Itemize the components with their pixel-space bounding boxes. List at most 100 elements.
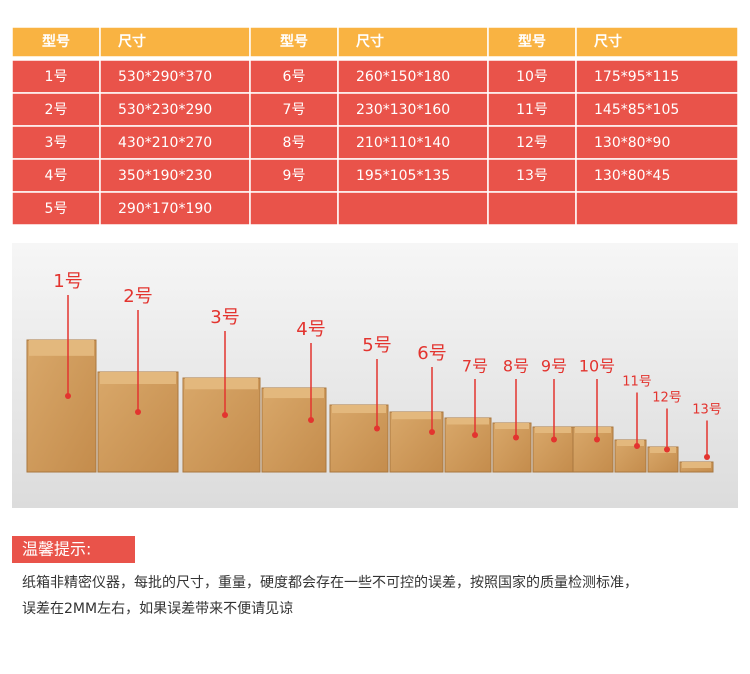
table-text: 430*210*270 (118, 135, 212, 151)
box-label: 1号 (53, 271, 82, 292)
label-dot (429, 429, 435, 435)
table-text: 230*130*160 (356, 102, 450, 118)
table-text: 530*230*290 (118, 102, 212, 118)
table-text: 4号 (45, 168, 68, 184)
label-dot (472, 432, 478, 438)
label-dot (551, 436, 557, 443)
table-text: 145*85*105 (594, 102, 679, 118)
table-cell (487, 92, 577, 127)
table-text: 1号 (45, 69, 68, 85)
box-top (617, 440, 644, 446)
table-text: 5号 (45, 201, 68, 217)
table-cell (575, 191, 739, 226)
table-header: 型号 (280, 33, 308, 50)
table-header: 尺寸 (594, 33, 622, 50)
box-top (535, 427, 571, 433)
box-label: 7号 (462, 357, 488, 376)
table-cell (249, 26, 339, 58)
box-label: 13号 (692, 403, 722, 418)
label-dot (308, 417, 314, 423)
table-cell (575, 92, 739, 127)
label-dot (222, 412, 228, 418)
table-text: 13号 (516, 168, 548, 184)
table-text: 350*190*230 (118, 168, 212, 184)
box-top (264, 388, 324, 399)
table-cell (249, 158, 339, 193)
table-text: 130*80*90 (594, 135, 670, 151)
table-cell (487, 158, 577, 193)
table-cell (575, 158, 739, 193)
table-text: 530*290*370 (118, 69, 212, 85)
box-label: 9号 (541, 357, 567, 376)
table-text: 195*105*135 (356, 168, 450, 184)
table-cell (337, 125, 489, 160)
label-dot (664, 446, 670, 453)
box-top (332, 405, 386, 414)
box (26, 339, 97, 473)
table-cell (337, 92, 489, 127)
size-table: 型号 尺寸 型号 尺寸 型号 尺寸 1号 530*290*370 6号 260*150*180 10… (11, 26, 739, 226)
box (182, 377, 261, 473)
box-label: 5号 (362, 335, 391, 356)
table-cell (99, 59, 251, 94)
table-cell (575, 59, 739, 94)
table-text: 11号 (516, 102, 548, 118)
tip-title: 温馨提示: (22, 540, 91, 559)
table-cell (487, 125, 577, 160)
table-cell (11, 191, 101, 226)
table-text: 7号 (283, 102, 306, 118)
table-cell (99, 26, 251, 58)
box-top (682, 462, 711, 468)
table-text: 2号 (45, 102, 68, 118)
table-header: 尺寸 (118, 33, 146, 50)
box (492, 422, 532, 473)
table-cell (249, 125, 339, 160)
table-header: 型号 (518, 33, 546, 50)
box (444, 417, 492, 473)
label-dot (65, 393, 71, 399)
label-dot (594, 436, 600, 443)
box-label: 4号 (296, 319, 325, 340)
table-cell (11, 125, 101, 160)
table-text: 12号 (516, 135, 548, 151)
table-text: 9号 (283, 168, 306, 184)
box-top (447, 418, 489, 425)
table-text: 260*150*180 (356, 69, 450, 85)
box-label: 6号 (417, 343, 446, 364)
table-cell (337, 191, 489, 226)
box (329, 404, 389, 473)
box-top (575, 427, 611, 433)
tip-text: 误差在2MM左右，如果误差带来不便请见谅 (22, 601, 293, 617)
box-top (495, 423, 529, 429)
box (532, 426, 574, 473)
table-cell (11, 26, 101, 58)
box-label: 8号 (503, 357, 529, 376)
box-label: 12号 (652, 391, 682, 406)
label-dot (704, 454, 710, 460)
box (261, 387, 327, 473)
box-label: 3号 (210, 307, 239, 328)
box (389, 411, 444, 473)
table-cell (249, 191, 339, 226)
label-dot (513, 434, 519, 441)
table-cell (487, 26, 577, 58)
table-text: 210*110*140 (356, 135, 450, 151)
box-top (392, 412, 441, 420)
table-text: 8号 (283, 135, 306, 151)
table-header: 尺寸 (356, 33, 384, 50)
tip-badge (12, 536, 135, 563)
table-cell (487, 191, 577, 226)
table-text: 3号 (45, 135, 68, 151)
table-text: 175*95*115 (594, 69, 679, 85)
label-dot (634, 443, 640, 449)
table-header: 型号 (42, 33, 70, 50)
label-dot (374, 425, 380, 432)
label-dot (135, 409, 141, 415)
tip-text: 纸箱非精密仪器，每批的尺寸，重量，硬度都会存在一些不可控的误差，按照国家的质量检… (22, 574, 638, 591)
table-cell (337, 59, 489, 94)
box-top (650, 447, 676, 453)
box-label: 11号 (622, 375, 652, 390)
box-label: 10号 (579, 357, 615, 376)
